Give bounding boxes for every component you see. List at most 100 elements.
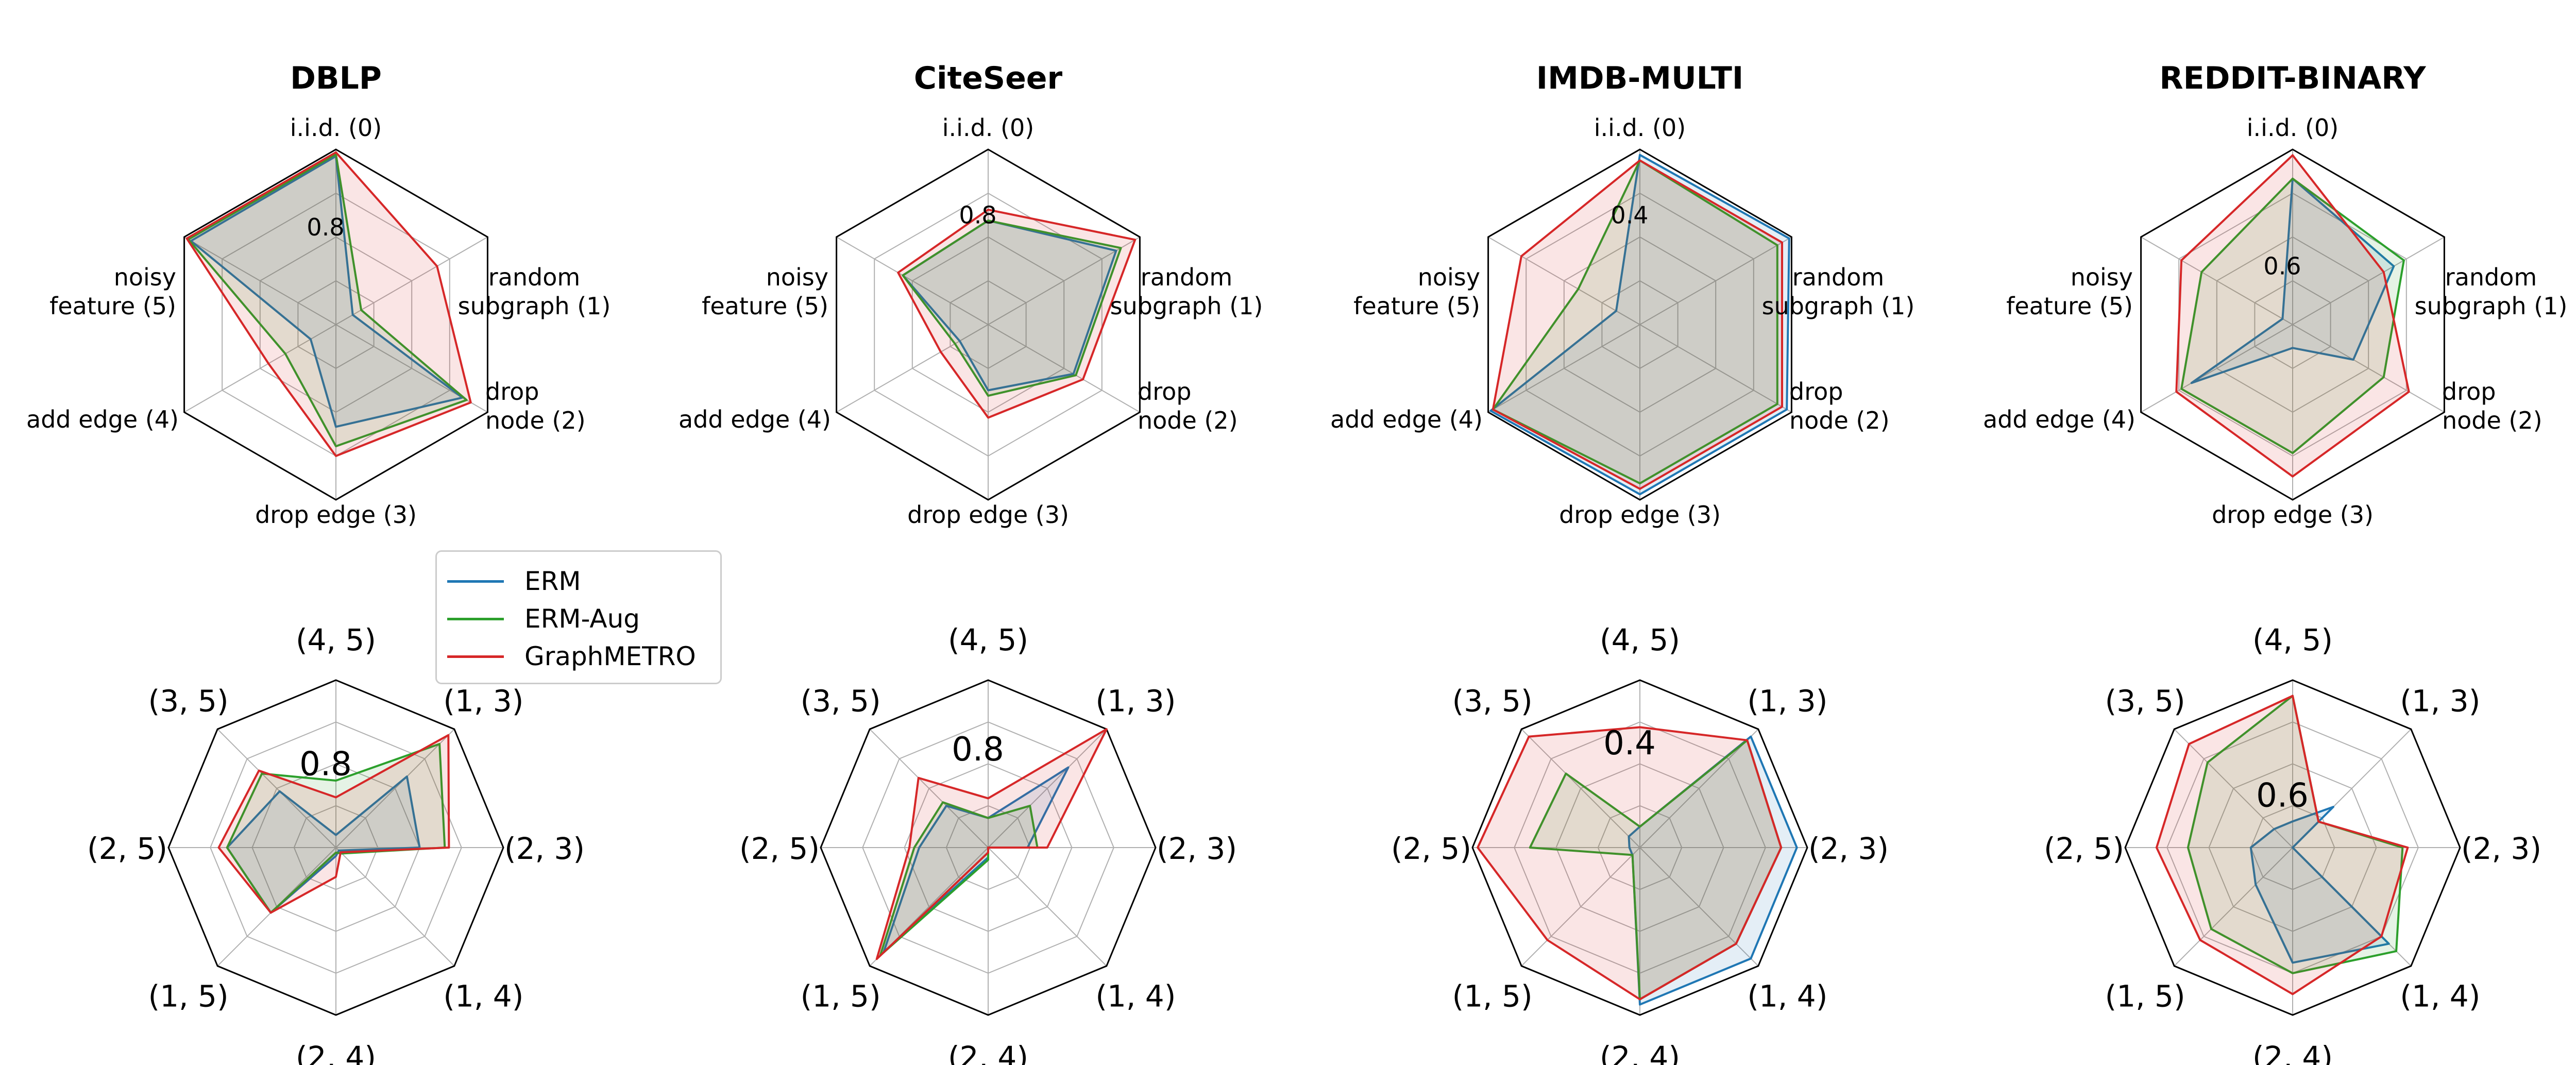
axis-label: noisy feature (5): [702, 263, 828, 320]
legend-line-icon: [447, 655, 504, 658]
axis-label: (2, 5): [1391, 831, 1471, 866]
series-erm-aug-polygon: [1492, 159, 1778, 485]
axis-label: (3, 5): [801, 684, 881, 719]
axis-label: (2, 3): [1157, 831, 1237, 866]
axis-label: add edge (4): [1330, 405, 1483, 433]
axis-label: (1, 4): [443, 978, 523, 1013]
legend-item-graphmetro: GraphMETRO: [447, 638, 696, 674]
axis-label: (4, 5): [948, 622, 1028, 657]
axis-label: add edge (4): [679, 405, 831, 433]
axis-label: (2, 4): [1600, 1040, 1680, 1065]
series-erm-aug-polygon: [2180, 177, 2405, 454]
grid-spoke: [2141, 324, 2293, 413]
grid-spoke: [335, 729, 455, 848]
chart-title: IMDB-MULTI: [1536, 60, 1743, 96]
radar-frame: [2124, 679, 2461, 1016]
grid-spoke: [1639, 324, 1792, 413]
radial-tick-label: 0.6: [2263, 252, 2301, 280]
axis-label: (1, 5): [2105, 978, 2185, 1013]
chart-title: REDDIT-BINARY: [2159, 60, 2427, 96]
radar-frame: [1471, 679, 1808, 1016]
legend: ERM ERM-Aug GraphMETRO: [435, 550, 722, 684]
series-graphmetro-polygon: [217, 734, 450, 914]
radar-chart-citeseer-multi: 0.8 (4, 5) (1, 3) (2, 3) (1, 4) (2, 4) (1, 5) (…: [739, 622, 1237, 1065]
axis-label: noisy feature (5): [2006, 263, 2133, 320]
grid-spoke: [988, 847, 1107, 967]
axis-label: (1, 3): [1747, 684, 1827, 719]
axis-label: i.i.d. (0): [1594, 114, 1686, 142]
radial-tick-label: 0.8: [952, 731, 1004, 769]
axis-label: drop node (2): [2442, 378, 2543, 434]
axis-label: add edge (4): [26, 405, 179, 433]
series-erm-polygon: [2190, 177, 2395, 384]
axis-label: i.i.d. (0): [2247, 114, 2338, 142]
axis-label: (3, 5): [148, 684, 229, 719]
axis-label: drop edge (3): [255, 501, 417, 529]
axis-label: random subgraph (1): [1762, 263, 1915, 320]
axis-label: (2, 4): [948, 1040, 1028, 1065]
radar-frame: [836, 148, 1141, 501]
series-graphmetro-polygon: [185, 151, 472, 457]
grid-spoke: [1639, 847, 1759, 967]
axis-label: (3, 5): [2105, 684, 2185, 719]
grid-spoke: [2141, 236, 2293, 325]
axis-label: noisy feature (5): [49, 263, 176, 320]
legend-item-erm: ERM: [447, 563, 581, 599]
radial-tick-label: 0.8: [307, 213, 344, 241]
grid-spoke: [836, 236, 989, 325]
radial-tick-label: 0.4: [1611, 201, 1648, 229]
axis-label: (1, 5): [148, 978, 229, 1013]
series-graphmetro-polygon: [897, 208, 1137, 419]
legend-line-icon: [447, 617, 504, 620]
axis-label: (2, 5): [87, 831, 167, 866]
axis-label: drop node (2): [485, 378, 586, 434]
grid-spoke: [869, 729, 989, 848]
axis-label: (1, 5): [1452, 978, 1533, 1013]
axis-label: (2, 5): [739, 831, 820, 866]
radial-tick-label: 0.6: [2256, 776, 2309, 815]
grid-spoke: [988, 236, 1140, 325]
grid-spoke: [184, 236, 336, 325]
grid-spoke: [1521, 847, 1640, 967]
legend-label: ERM: [524, 566, 581, 596]
series-erm-polygon: [1489, 154, 1790, 496]
axis-label: (2, 4): [296, 1040, 376, 1065]
series-graphmetro-polygon: [875, 728, 1108, 960]
radar-chart-dblp-multi: 0.8 (4, 5) (1, 3) (2, 3) (1, 4) (2, 4) (1, 5) (…: [87, 622, 585, 1065]
axis-label: noisy feature (5): [1353, 263, 1480, 320]
axis-label: (1, 4): [1747, 978, 1827, 1013]
grid-spoke: [988, 324, 1140, 413]
grid-spoke: [1639, 729, 1759, 848]
axis-label: i.i.d. (0): [290, 114, 382, 142]
radar-frame: [183, 148, 488, 501]
grid-spoke: [988, 729, 1107, 848]
axis-label: (2, 4): [2252, 1040, 2333, 1065]
grid-spoke: [1521, 729, 1640, 848]
axis-label: (1, 3): [2400, 684, 2480, 719]
radar-chart-reddit-binary-single: REDDIT-BINARY 0.6 i.i.d. (0) random subgraph…: [1983, 60, 2567, 529]
grid-spoke: [335, 847, 455, 967]
radial-tick-label: 0.4: [1603, 724, 1656, 763]
axis-label: (2, 3): [2461, 831, 2541, 866]
axis-label: drop node (2): [1138, 378, 1238, 434]
grid-spoke: [1639, 236, 1792, 325]
radar-chart-imdb-multi-multi: 0.4 (4, 5) (1, 3) (2, 3) (1, 4) (2, 4) (1, 5) (…: [1391, 622, 1889, 1065]
grid-spoke: [1488, 324, 1640, 413]
axis-label: (1, 4): [2400, 978, 2480, 1013]
axis-label: (4, 5): [296, 622, 376, 657]
series-erm-polygon: [1628, 735, 1798, 1006]
axis-label: (2, 5): [2044, 831, 2124, 866]
axis-label: (1, 5): [801, 978, 881, 1013]
legend-label: GraphMETRO: [524, 641, 696, 671]
radar-chart-citeseer-single: CiteSeer 0.8 i.i.d. (0) random subgraph (1) d…: [679, 60, 1263, 529]
grid-spoke: [2292, 236, 2445, 325]
axis-label: (1, 3): [443, 684, 523, 719]
legend-line-icon: [447, 580, 504, 583]
series-graphmetro-polygon: [1492, 159, 1783, 490]
radar-frame: [1487, 148, 1792, 501]
axis-label: drop edge (3): [2212, 501, 2374, 529]
grid-spoke: [836, 324, 989, 413]
axis-label: drop edge (3): [1559, 501, 1721, 529]
radar-chart-imdb-multi-single: IMDB-MULTI 0.4 i.i.d. (0) random subgraph (1…: [1330, 60, 1914, 529]
